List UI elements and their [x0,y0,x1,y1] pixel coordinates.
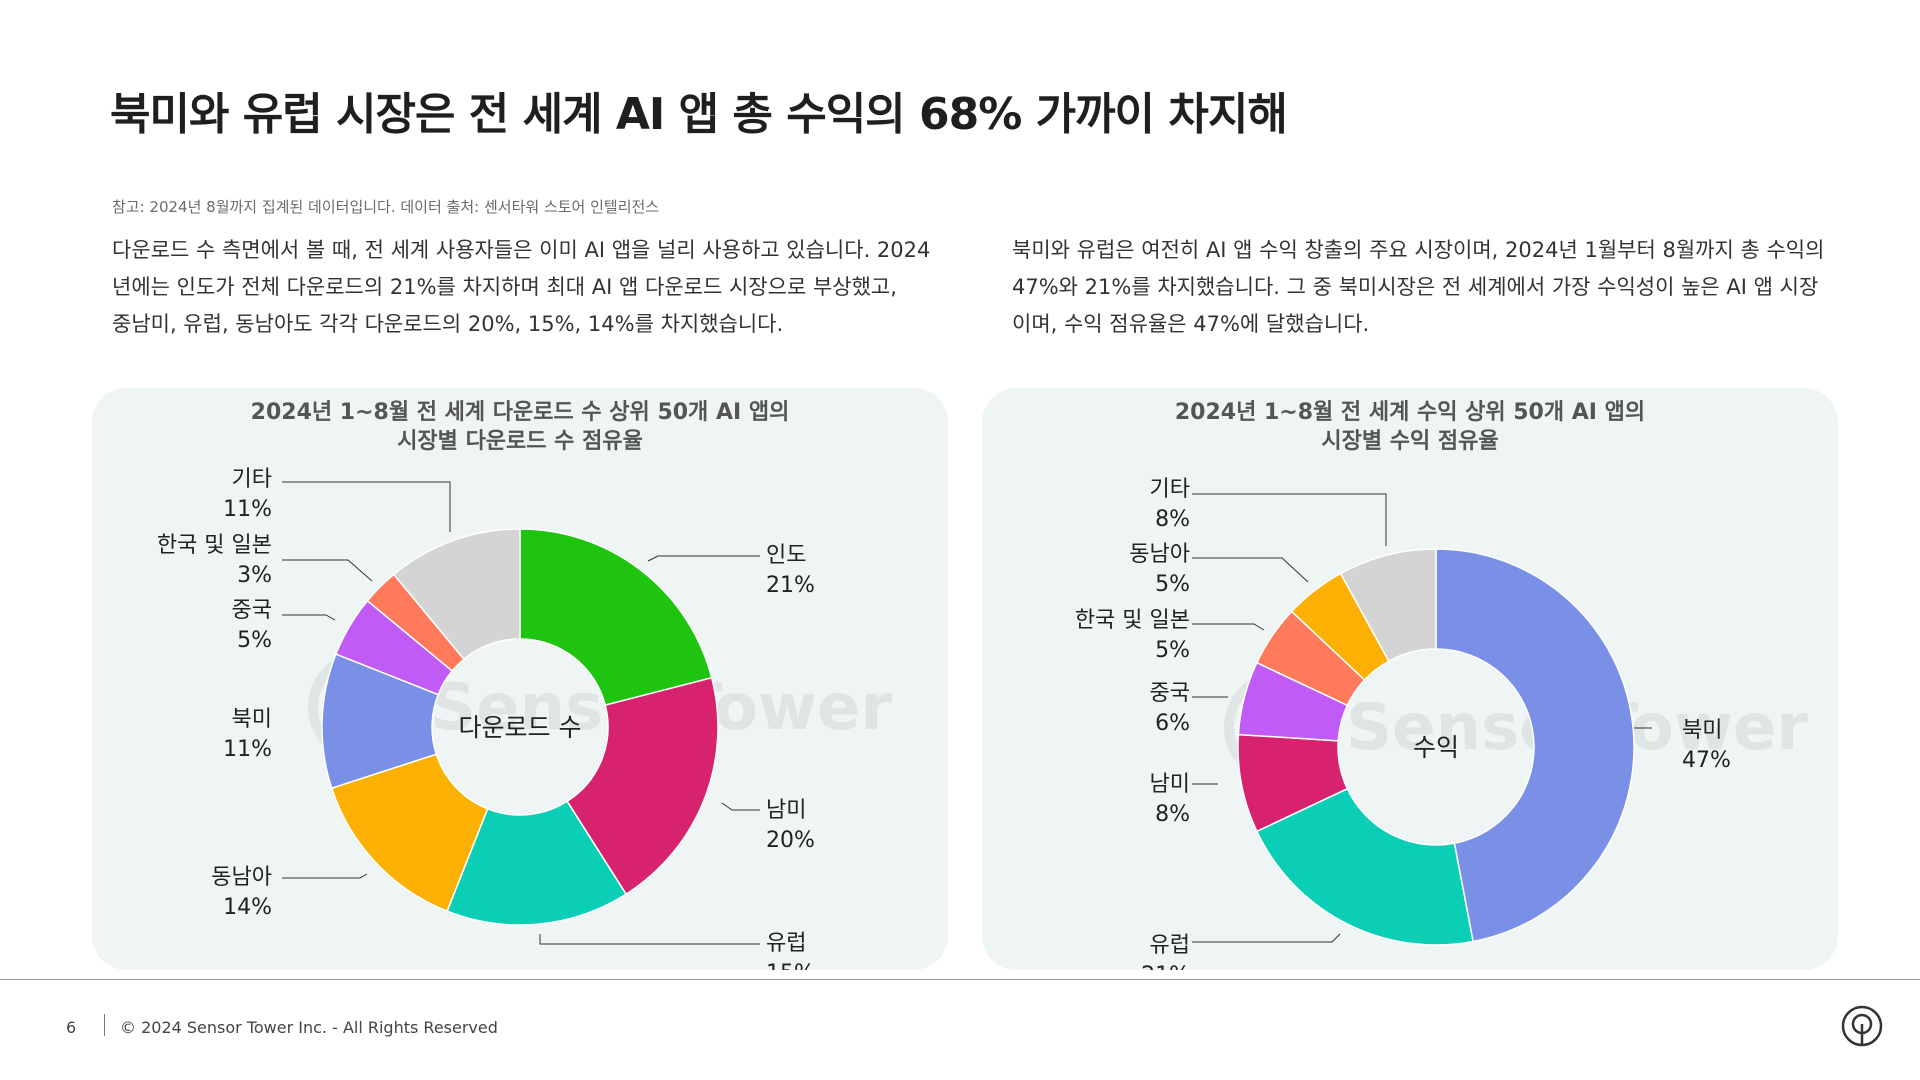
donut-slice-유럽 [1255,787,1474,946]
right-paragraph: 북미와 유럽은 여전히 AI 앱 수익 창출의 주요 시장이며, 2024년 1… [1012,232,1832,343]
downloads-chart-panel: 2024년 1~8월 전 세계 다운로드 수 상위 50개 AI 앱의 시장별 … [92,388,948,970]
slice-name-label: 한국 및 일본 [1075,608,1190,633]
slice-value-label: 21% [1141,963,1190,970]
leader-line-유럽 [539,934,760,945]
slice-name-label: 북미 [1682,718,1722,743]
slice-name-label: 기타 [1150,477,1190,502]
slice-value-label: 20% [766,828,815,853]
slice-value-label: 5% [1155,638,1190,663]
leader-line-기타 [282,481,451,532]
slice-value-label: 5% [1155,572,1190,597]
slice-value-label: 6% [1155,711,1190,736]
right-paragraph-line: 47%와 21%를 차지했습니다. 그 중 북미시장은 전 세계에서 가장 수익… [1012,275,1819,299]
donut-slice-유럽 [446,800,628,926]
slice-value-label: 47% [1682,748,1731,773]
footer-divider [0,979,1920,980]
leader-line-유럽 [1192,933,1341,943]
slice-name-label: 중국 [232,598,272,623]
slice-name-label: 기타 [232,467,272,492]
left-paragraph-line: 다운로드 수 측면에서 볼 때, 전 세계 사용자들은 이미 AI 앱을 널리 … [112,238,931,262]
slice-name-label: 동남아 [1129,542,1190,567]
donut-center-label: 다운로드 수 [459,713,582,742]
leader-line-한국-및-일본 [282,559,373,582]
slice-value-label: 11% [223,737,272,762]
donut-slice-기타 [1339,548,1437,663]
donut-slice-남미 [566,676,719,896]
page-number: 6 [66,1018,77,1037]
slice-value-label: 11% [223,497,272,522]
slice-name-label: 북미 [232,707,272,732]
chart-title-line: 시장별 수익 점유율 [1321,429,1499,454]
page-title: 북미와 유럽 시장은 전 세계 AI 앱 총 수익의 68% 가까이 차지해 [110,89,1288,140]
slice-value-label: 15% [766,961,815,970]
slice-name-label: 유럽 [1150,933,1190,958]
slice-name-label: 동남아 [211,865,272,890]
leader-line-한국-및-일본 [1192,623,1265,631]
chart-title-line: 2024년 1~8월 전 세계 수익 상위 50개 AI 앱의 [1174,400,1646,425]
chart-title-line: 시장별 다운로드 수 점유율 [397,429,643,454]
revenue-chart-title: 2024년 1~8월 전 세계 수익 상위 50개 AI 앱의 시장별 수익 점… [982,398,1838,456]
source-note: 참고: 2024년 8월까지 집계된 데이터입니다. 데이터 출처: 센서타워 … [112,198,660,216]
slice-value-label: 3% [237,563,272,588]
slice-value-label: 14% [223,895,272,920]
downloads-chart-title: 2024년 1~8월 전 세계 다운로드 수 상위 50개 AI 앱의 시장별 … [92,398,948,456]
slice-name-label: 한국 및 일본 [157,533,272,558]
slice-name-label: 남미 [1150,772,1190,797]
sensor-tower-logo-icon [1841,1005,1883,1047]
donut-center-label: 수익 [1413,733,1459,762]
slice-name-label: 중국 [1150,681,1190,706]
donut-slice-북미 [1435,548,1635,943]
slice-value-label: 8% [1155,507,1190,532]
leader-line-동남아 [282,873,368,879]
revenue-donut-chart: SensorTower북미47%유럽21%남미8%중국6%한국 및 일본5%동남… [1075,477,1809,970]
right-paragraph-line: 북미와 유럽은 여전히 AI 앱 수익 창출의 주요 시장이며, 2024년 1… [1012,238,1825,262]
left-paragraph-line: 중남미, 유럽, 동남아도 각각 다운로드의 20%, 15%, 14%를 차지… [112,312,784,336]
downloads-donut-chart: SensorTower인도21%남미20%유럽15%동남아14%북미11%중국5… [157,467,893,970]
copyright-text: © 2024 Sensor Tower Inc. - All Rights Re… [120,1018,498,1037]
right-paragraph-line: 이며, 수익 점유율은 47%에 달했습니다. [1012,312,1370,336]
leader-line-인도 [647,555,760,562]
left-paragraph: 다운로드 수 측면에서 볼 때, 전 세계 사용자들은 이미 AI 앱을 널리 … [112,232,932,343]
leader-line-기타 [1192,493,1387,546]
footer-separator [104,1014,105,1036]
leader-line-남미 [721,802,760,811]
leader-line-중국 [282,614,336,621]
left-paragraph-line: 년에는 인도가 전체 다운로드의 21%를 차지하며 최대 AI 앱 다운로드 … [112,275,897,299]
slice-name-label: 남미 [766,798,806,823]
slice-value-label: 5% [237,628,272,653]
slice-name-label: 인도 [766,543,806,568]
slice-name-label: 유럽 [766,931,806,956]
slice-value-label: 8% [1155,802,1190,827]
donut-slice-인도 [519,528,713,707]
slice-value-label: 21% [766,573,815,598]
revenue-chart-panel: 2024년 1~8월 전 세계 수익 상위 50개 AI 앱의 시장별 수익 점… [982,388,1838,970]
donut-slice-기타 [392,528,521,661]
chart-title-line: 2024년 1~8월 전 세계 다운로드 수 상위 50개 AI 앱의 [250,400,790,425]
donut-slice-동남아 [330,753,489,913]
leader-line-동남아 [1192,557,1309,583]
